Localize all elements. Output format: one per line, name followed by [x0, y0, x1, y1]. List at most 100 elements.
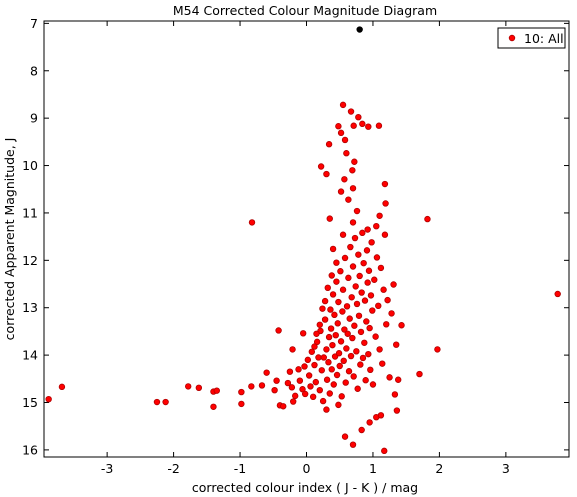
data-point [369, 307, 376, 314]
data-point [325, 141, 333, 148]
data-point [280, 403, 287, 410]
data-point [384, 296, 391, 304]
data-point [325, 333, 333, 341]
x-tick-label: -2 [167, 461, 179, 476]
data-point [292, 392, 299, 400]
data-point [328, 366, 335, 373]
x-tick-label: 2 [435, 461, 443, 476]
data-point [345, 196, 352, 203]
data-point [393, 341, 400, 348]
data-point [323, 406, 330, 413]
y-tick-label: 9 [30, 111, 38, 126]
data-point [345, 368, 353, 375]
y-axis-ticks: 7 8 9 10 11 12 13 14 15 16 [22, 16, 569, 457]
plot-area [43, 20, 570, 458]
data-point [162, 398, 169, 406]
data-point [341, 136, 349, 144]
data-point [332, 332, 339, 339]
x-tick-label: 3 [502, 461, 510, 476]
data-point [375, 122, 383, 129]
data-point [339, 101, 347, 109]
data-point [288, 384, 296, 391]
data-point [45, 395, 52, 403]
data-point [386, 374, 393, 381]
x-tick-label: 1 [369, 461, 377, 476]
data-point [238, 400, 245, 408]
data-point [331, 311, 338, 319]
data-point [393, 407, 401, 414]
data-point [340, 357, 347, 364]
data-point [363, 318, 370, 325]
data-point [273, 377, 280, 384]
x-axis-label: corrected colour index ( J - K ) / mag [192, 480, 418, 495]
data-point [424, 215, 431, 223]
data-point [311, 343, 318, 350]
data-point [286, 368, 294, 375]
data-point [305, 372, 313, 379]
data-point [335, 350, 343, 357]
data-point [331, 353, 339, 360]
x-tick-label: -1 [234, 461, 246, 476]
data-point [185, 383, 192, 390]
data-point [329, 341, 336, 349]
data-point [348, 294, 355, 301]
data-point [238, 388, 245, 396]
data-point [351, 234, 359, 242]
data-point [210, 403, 217, 410]
data-point [341, 433, 349, 440]
data-point [346, 315, 353, 322]
x-tick-label: 0 [303, 461, 311, 476]
data-point [364, 226, 371, 233]
data-point [275, 327, 282, 334]
data-point [355, 113, 362, 121]
data-point [337, 338, 345, 345]
data-point [373, 222, 380, 230]
data-point [333, 278, 340, 285]
data-point [315, 354, 322, 361]
data-point [371, 276, 378, 283]
data-point [326, 390, 333, 397]
data-point [381, 447, 388, 455]
data-point [337, 188, 345, 195]
data-point [313, 330, 320, 337]
data-point [343, 150, 350, 157]
data-point [335, 298, 342, 306]
y-tick-label: 7 [30, 16, 38, 31]
data-point [351, 322, 358, 329]
data-point [344, 330, 351, 337]
data-point [349, 263, 357, 270]
data-point [339, 308, 346, 315]
data-point [367, 292, 375, 299]
data-point [323, 170, 330, 178]
data-point [334, 320, 341, 327]
data-point [299, 330, 307, 337]
legend-marker [508, 34, 516, 42]
data-point [357, 361, 364, 368]
data-point [398, 322, 405, 329]
data-point [309, 393, 317, 401]
x-tick-label: -3 [101, 461, 113, 476]
data-point [364, 279, 371, 286]
data-point [353, 207, 361, 215]
data-point [365, 123, 372, 130]
data-point [248, 383, 255, 390]
data-point [357, 328, 365, 336]
data-point [290, 398, 297, 405]
data-point [339, 231, 347, 238]
data-point [391, 391, 399, 398]
data-point [354, 385, 361, 392]
data-point [319, 397, 327, 405]
data-point [347, 352, 355, 360]
data-point [368, 239, 375, 246]
data-point [333, 371, 341, 379]
data-point [355, 312, 363, 319]
data-point [337, 268, 344, 275]
data-point [367, 366, 374, 373]
data-point [335, 123, 342, 130]
legend-label: 10: All [524, 31, 564, 46]
data-point [369, 381, 377, 388]
data-point [258, 382, 266, 389]
data-point [329, 245, 337, 253]
data-point [320, 354, 327, 361]
data-point [213, 387, 220, 394]
